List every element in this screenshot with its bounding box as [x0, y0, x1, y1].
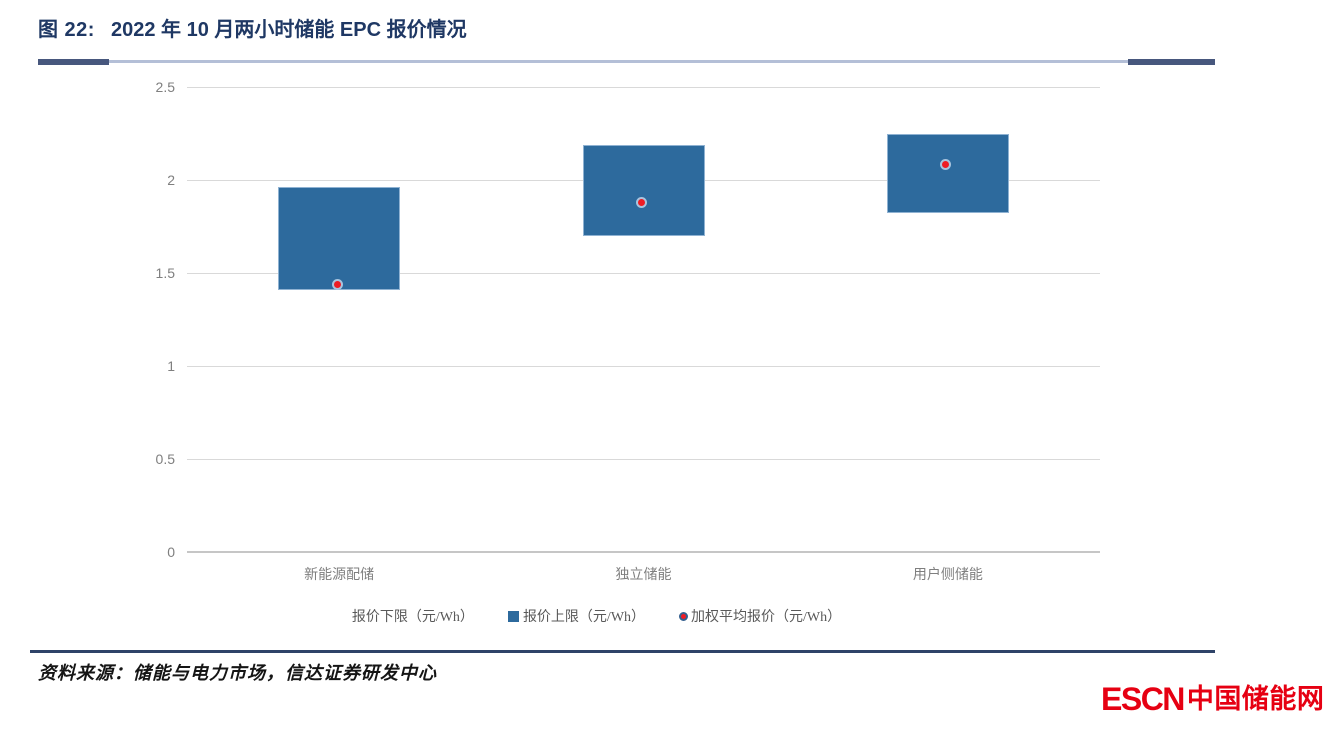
footer-divider	[30, 650, 1215, 653]
gridline	[187, 366, 1100, 367]
gridline	[187, 273, 1100, 274]
y-axis-tick-label: 0.5	[155, 451, 175, 467]
y-axis-tick-label: 2.5	[155, 79, 175, 95]
legend-item-label: 报价下限（元/Wh）	[351, 610, 474, 625]
x-axis-line	[187, 551, 1100, 553]
legend-dot-icon	[679, 611, 689, 621]
legend-item: 报价上限（元/Wh）	[507, 606, 646, 626]
escn-logo-text-cn: 中国储能网	[1186, 684, 1325, 714]
x-axis-category-label: 用户侧储能	[912, 568, 983, 583]
title-divider-left-cap	[38, 59, 109, 65]
figure-title: 图 22: 2022 年 10 月两小时储能 EPC 报价情况	[38, 13, 467, 42]
x-axis-category-label: 独立储能	[615, 568, 672, 583]
y-axis-tick-label: 2	[167, 172, 175, 188]
gridline	[187, 459, 1100, 460]
x-axis-category-label: 新能源配储	[304, 568, 375, 583]
gridline	[187, 87, 1100, 88]
title-divider-middle	[109, 60, 1128, 63]
weighted-average-price-point	[331, 278, 343, 290]
legend-square-icon	[507, 610, 519, 622]
epc-price-chart-plot-area: 0 0.5 1 1.5 2 2.5 新能源配储 独立储能 用户侧储能	[156, 79, 1100, 583]
figure-title-text: 2022 年 10 月两小时储能 EPC 报价情况	[110, 19, 467, 41]
price-range-bar	[278, 187, 401, 290]
figure-number-label: 图 22:	[38, 19, 95, 41]
source-note: 资料来源：储能与电力市场，信达证券研发中心	[38, 663, 437, 683]
weighted-average-price-point	[940, 159, 952, 171]
price-range-bar	[582, 144, 705, 236]
chart-legend: 报价下限（元/Wh） 报价上限（元/Wh） 加权平均报价（元/Wh）	[140, 606, 1053, 626]
legend-item-label: 加权平均报价（元/Wh）	[691, 610, 842, 625]
price-range-bar	[886, 133, 1009, 214]
legend-item: 加权平均报价（元/Wh）	[679, 606, 841, 626]
title-divider	[38, 59, 1215, 65]
escn-logo-text-en: ESCN	[1101, 681, 1185, 717]
legend-item-label: 报价上限（元/Wh）	[522, 610, 646, 625]
legend-item: 报价下限（元/Wh）	[352, 606, 474, 626]
escn-logo: ESCN 中国储能网	[1101, 681, 1325, 717]
weighted-average-price-point	[636, 196, 647, 208]
y-axis-tick-label: 1.5	[155, 265, 175, 281]
y-axis-tick-label: 1	[167, 358, 175, 374]
title-divider-right-cap	[1128, 59, 1215, 65]
y-axis-tick-label: 0	[167, 544, 175, 560]
